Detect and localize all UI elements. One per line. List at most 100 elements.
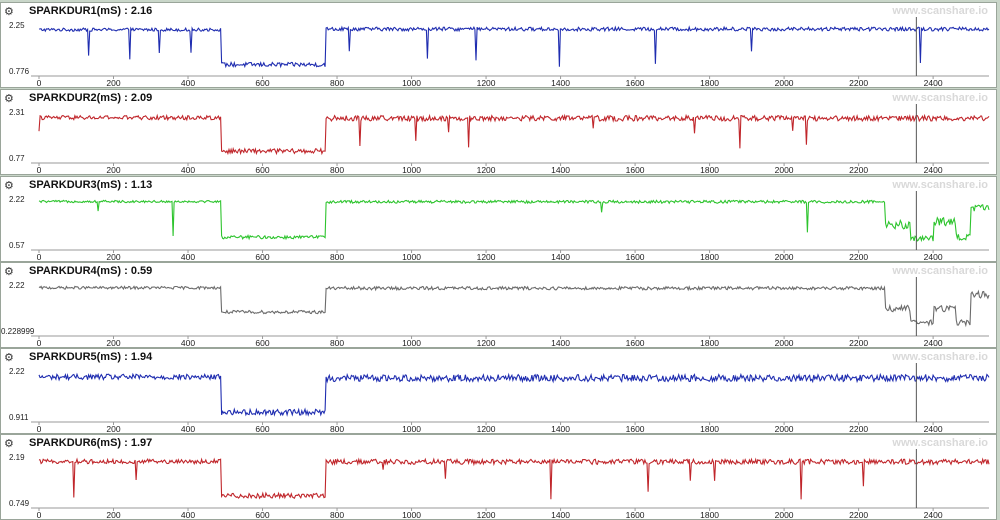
x-tick-label: 800 bbox=[330, 338, 344, 348]
x-tick-label: 200 bbox=[106, 424, 120, 434]
x-tick-label: 2000 bbox=[775, 424, 794, 434]
x-tick-label: 2400 bbox=[924, 424, 943, 434]
chart-title: SPARKDUR4(mS) : 0.59 bbox=[29, 265, 153, 277]
x-tick-label: 1000 bbox=[402, 165, 421, 175]
x-tick-label: 600 bbox=[255, 78, 269, 88]
x-tick-label: 2000 bbox=[775, 338, 794, 348]
watermark: www.scanshare.io bbox=[892, 437, 988, 449]
x-tick-label: 800 bbox=[330, 510, 344, 520]
x-tick-label: 800 bbox=[330, 165, 344, 175]
x-tick-label: 1800 bbox=[700, 165, 719, 175]
x-tick-label: 600 bbox=[255, 165, 269, 175]
chart-title: SPARKDUR6(mS) : 1.97 bbox=[29, 437, 153, 449]
chart-panel: ⚙ SPARKDUR4(mS) : 0.59 www.scanshare.io 2.2… bbox=[0, 262, 997, 348]
x-tick-label: 1200 bbox=[477, 78, 496, 88]
x-tick-label: 400 bbox=[181, 424, 195, 434]
chart-title: SPARKDUR1(mS) : 2.16 bbox=[29, 5, 153, 17]
x-tick-label: 1000 bbox=[402, 424, 421, 434]
series-line bbox=[38, 25, 990, 69]
gears-icon[interactable]: ⚙ bbox=[4, 438, 14, 450]
gears-icon[interactable]: ⚙ bbox=[4, 180, 14, 192]
x-tick-label: 1800 bbox=[700, 338, 719, 348]
gears-icon[interactable]: ⚙ bbox=[4, 6, 14, 18]
x-tick-label: 1000 bbox=[402, 78, 421, 88]
x-tick-label: 800 bbox=[330, 78, 344, 88]
gears-icon[interactable]: ⚙ bbox=[4, 266, 14, 278]
x-tick-label: 1000 bbox=[402, 338, 421, 348]
y-tick-label: 2.22 bbox=[9, 281, 25, 290]
series-line bbox=[38, 372, 990, 417]
x-tick-label: 400 bbox=[181, 78, 195, 88]
x-tick-label: 2400 bbox=[924, 78, 943, 88]
x-tick-label: 400 bbox=[181, 165, 195, 175]
y-tick-label: 0.776 bbox=[9, 67, 30, 76]
x-tick-label: 2000 bbox=[775, 252, 794, 262]
x-tick-label: 2200 bbox=[849, 252, 868, 262]
gears-icon[interactable]: ⚙ bbox=[4, 352, 14, 364]
x-tick-label: 1800 bbox=[700, 78, 719, 88]
y-tick-label: 0.911 bbox=[9, 413, 29, 422]
x-tick-label: 1800 bbox=[700, 252, 719, 262]
x-tick-label: 1600 bbox=[626, 165, 645, 175]
y-tick-label: 0.77 bbox=[9, 154, 25, 163]
x-tick-label: 600 bbox=[255, 338, 269, 348]
x-tick-label: 2200 bbox=[849, 424, 868, 434]
x-tick-label: 400 bbox=[181, 510, 195, 520]
series-line bbox=[38, 199, 990, 243]
x-tick-label: 2000 bbox=[775, 78, 794, 88]
watermark: www.scanshare.io bbox=[892, 265, 988, 277]
x-tick-label: 800 bbox=[330, 424, 344, 434]
x-tick-label: 200 bbox=[106, 252, 120, 262]
x-tick-label: 1000 bbox=[402, 510, 421, 520]
x-tick-label: 1000 bbox=[402, 252, 421, 262]
x-tick-label: 1200 bbox=[477, 510, 496, 520]
chart-plot-area: 2.31 0.77 0 200 400 600 800 1000 1200 1400 1600 180… bbox=[9, 104, 990, 175]
x-tick-label: 2000 bbox=[775, 165, 794, 175]
chart-plot-area: 2.22 0.57 0 200 400 600 800 1000 1200 1400 1600 180… bbox=[9, 191, 990, 262]
x-tick-label: 1200 bbox=[477, 165, 496, 175]
y-tick-label: 2.31 bbox=[9, 108, 25, 117]
series-line bbox=[38, 285, 990, 328]
x-tick-label: 400 bbox=[181, 338, 195, 348]
x-tick-label: 1600 bbox=[626, 252, 645, 262]
x-tick-label: 0 bbox=[37, 510, 42, 520]
chart-panel: ⚙ SPARKDUR2(mS) : 2.09 www.scanshare.io 2.3… bbox=[0, 89, 997, 175]
y-tick-label: 0.749 bbox=[9, 499, 30, 508]
y-tick-label: 2.25 bbox=[9, 21, 25, 30]
x-tick-label: 1400 bbox=[551, 510, 570, 520]
x-tick-label: 0 bbox=[37, 165, 42, 175]
x-tick-label: 1800 bbox=[700, 510, 719, 520]
y-tick-label: 0.57 bbox=[9, 241, 25, 250]
x-tick-label: 1200 bbox=[477, 338, 496, 348]
chart-plot-area: 2.22 0.911 0 200 400 600 800 1000 1200 1400 1600 18… bbox=[9, 363, 990, 434]
chart-title: SPARKDUR2(mS) : 2.09 bbox=[29, 92, 153, 104]
x-tick-label: 2200 bbox=[849, 165, 868, 175]
x-tick-label: 200 bbox=[106, 510, 120, 520]
x-tick-label: 2200 bbox=[849, 338, 868, 348]
x-tick-label: 2400 bbox=[924, 252, 943, 262]
x-tick-label: 1600 bbox=[626, 78, 645, 88]
x-tick-label: 800 bbox=[330, 252, 344, 262]
x-tick-label: 600 bbox=[255, 252, 269, 262]
x-tick-label: 2400 bbox=[924, 165, 943, 175]
chart-panel: ⚙ SPARKDUR3(mS) : 1.13 www.scanshare.io 2.2… bbox=[0, 176, 997, 262]
chart-panel: ⚙ SPARKDUR1(mS) : 2.16 www.scanshare.io 2.2… bbox=[0, 2, 997, 88]
x-tick-label: 0 bbox=[37, 424, 42, 434]
chart-plot-area: 2.25 0.776 0 200 400 600 800 1000 1200 1400 1600 18… bbox=[9, 17, 990, 88]
chart-plot-area: 2.19 0.749 0 200 400 600 800 1000 1200 1400 1600 18… bbox=[9, 449, 990, 520]
x-tick-label: 1400 bbox=[551, 424, 570, 434]
gears-icon[interactable]: ⚙ bbox=[4, 93, 14, 105]
x-tick-label: 1200 bbox=[477, 252, 496, 262]
x-tick-label: 2400 bbox=[924, 510, 943, 520]
x-tick-label: 200 bbox=[106, 338, 120, 348]
x-tick-label: 200 bbox=[106, 165, 120, 175]
x-tick-label: 200 bbox=[106, 78, 120, 88]
x-tick-label: 1400 bbox=[551, 338, 570, 348]
x-tick-label: 400 bbox=[181, 252, 195, 262]
x-tick-label: 1200 bbox=[477, 424, 496, 434]
x-tick-label: 600 bbox=[255, 424, 269, 434]
watermark: www.scanshare.io bbox=[892, 179, 988, 191]
x-tick-label: 1400 bbox=[551, 78, 570, 88]
x-tick-label: 0 bbox=[37, 78, 42, 88]
